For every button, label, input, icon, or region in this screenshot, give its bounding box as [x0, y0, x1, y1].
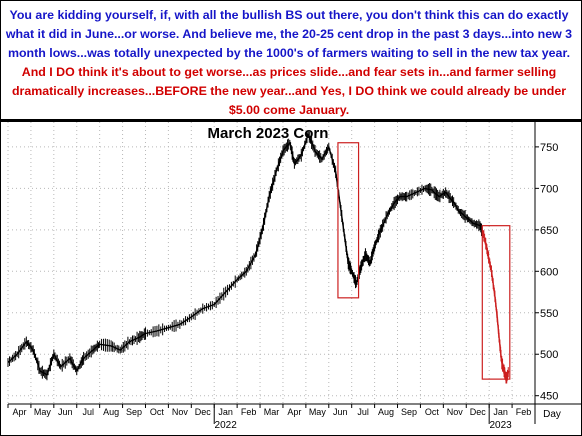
x-tick-label: Jul: [82, 407, 94, 417]
x-tick-label: Mar: [264, 407, 280, 417]
commentary-red: And I DO think it's about to get worse..…: [11, 65, 567, 117]
chart-title: March 2023 Corn: [208, 125, 329, 142]
price-line-recent: [483, 237, 510, 380]
commentary-blue: You are kidding yourself, if, with all t…: [5, 8, 573, 60]
x-tick-label: Aug: [103, 407, 119, 417]
year-label: 2022: [215, 420, 238, 431]
x-tick-label: Dec: [470, 407, 487, 417]
y-axis-ticks: 450 500 550 600 650 700 750: [535, 142, 558, 403]
plot-area: [8, 122, 535, 404]
y-tick-label: 700: [540, 183, 558, 195]
header-divider: [0, 119, 582, 122]
x-axis-end-label: Day: [543, 409, 561, 420]
x-tick-label: Sep: [126, 407, 142, 417]
x-tick-label: Nov: [172, 407, 189, 417]
price-chart: 450 500 550 600 650 700 750 Apr May Jun Jul Aug Sep…: [7, 122, 582, 431]
y-tick-label: 750: [540, 142, 558, 154]
x-tick-label: Oct: [150, 407, 165, 417]
y-tick-label: 650: [540, 225, 558, 237]
x-tick-label: Feb: [241, 407, 257, 417]
y-tick-label: 450: [540, 391, 558, 403]
x-tick-label: Dec: [195, 407, 212, 417]
x-tick-label: Jan: [493, 407, 508, 417]
y-tick-label: 600: [540, 266, 558, 278]
x-tick-label: Jul: [357, 407, 369, 417]
year-label: 2023: [490, 420, 513, 431]
x-tick-label: May: [309, 407, 327, 417]
x-tick-label: Apr: [287, 407, 301, 417]
x-tick-label: Jun: [58, 407, 73, 417]
x-tick-label: Nov: [447, 407, 464, 417]
x-tick-label: Sep: [401, 407, 417, 417]
x-tick-label: Oct: [425, 407, 440, 417]
highlight-box: [481, 225, 511, 380]
y-tick-label: 550: [540, 308, 558, 320]
price-series: [7, 130, 510, 384]
x-tick-label: Jun: [333, 407, 348, 417]
x-tick-label: Jan: [218, 407, 233, 417]
x-tick-label: May: [34, 407, 52, 417]
commentary-text: You are kidding yourself, if, with all t…: [4, 6, 574, 117]
x-tick-label: Apr: [12, 407, 26, 417]
y-tick-label: 500: [540, 349, 558, 361]
x-tick-label: Feb: [516, 407, 532, 417]
highlight-boxes: [337, 142, 511, 380]
x-tick-label: Aug: [378, 407, 394, 417]
x-axis-ticks: Apr May Jun Jul Aug Sep Oct Nov Dec Jan Feb Mar Apr M…: [7, 404, 561, 431]
highlight-box: [337, 142, 360, 299]
